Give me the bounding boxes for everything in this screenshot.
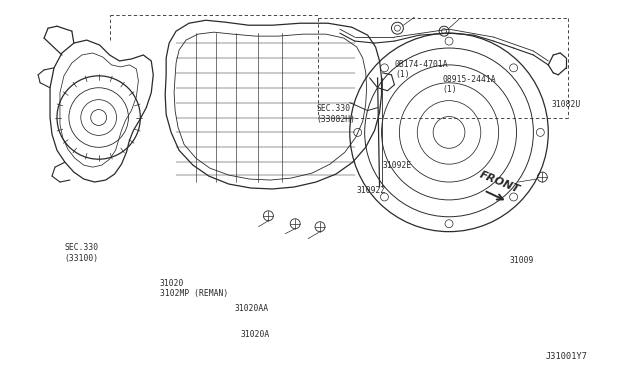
Text: 31082U: 31082U <box>552 100 581 109</box>
Text: SEC.330
(33100): SEC.330 (33100) <box>65 244 99 263</box>
Text: 08915-2441A
(1): 08915-2441A (1) <box>443 75 496 94</box>
Text: FRONT: FRONT <box>477 170 521 195</box>
Text: 31092Z: 31092Z <box>357 186 386 195</box>
Text: 31020A: 31020A <box>241 330 270 339</box>
Text: SEC.330
(33082H): SEC.330 (33082H) <box>317 104 356 124</box>
Text: 31020AA: 31020AA <box>234 304 268 313</box>
Text: 0B174-4701A
(1): 0B174-4701A (1) <box>395 60 449 79</box>
Text: 31020
3102MP (REMAN): 31020 3102MP (REMAN) <box>160 279 228 298</box>
Text: 31009: 31009 <box>509 256 534 265</box>
Text: 31092E: 31092E <box>382 161 412 170</box>
Text: J31001Y7: J31001Y7 <box>545 352 588 361</box>
